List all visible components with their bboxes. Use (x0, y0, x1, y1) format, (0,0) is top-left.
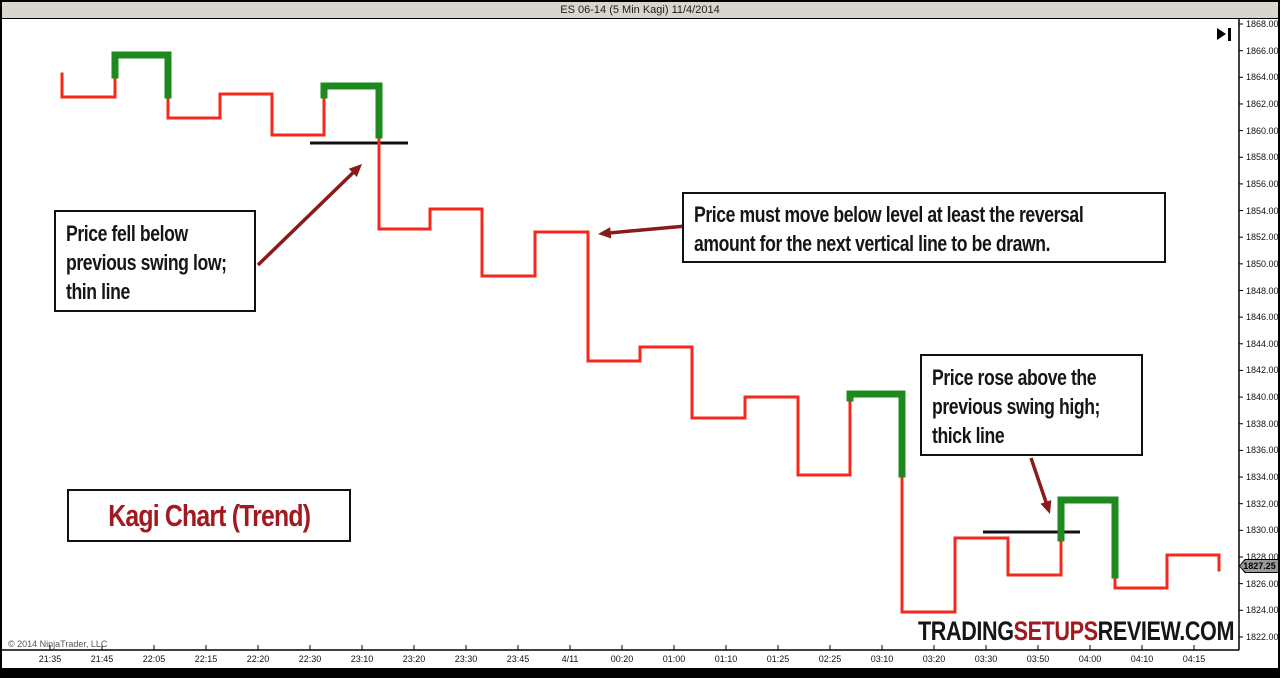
annotation-price-fell: Price fell below previous swing low; thi… (54, 210, 256, 312)
price-axis-label: 1862.00 (1246, 98, 1279, 109)
price-axis-label: 1850.00 (1246, 258, 1279, 269)
time-axis-label: 23:30 (454, 654, 478, 664)
price-axis-label: 1840.00 (1246, 392, 1279, 403)
time-axis-label: 23:45 (506, 654, 530, 664)
time-axis-label: 22:15 (194, 654, 218, 664)
time-axis-label: 23:20 (402, 654, 426, 664)
last-price-marker: 1827.25 (1239, 559, 1278, 573)
price-axis-label: 1832.00 (1246, 498, 1279, 509)
annotation-arrowhead (348, 164, 362, 178)
price-axis-label: 1864.00 (1246, 72, 1279, 83)
annotation-arrowhead (598, 227, 612, 239)
annotation-text-line: amount for the next vertical line to be … (694, 231, 1051, 256)
annotation-arrow (256, 167, 359, 267)
annotation-text-line: thick line (932, 423, 1005, 448)
bottom-black-bar (2, 668, 1278, 676)
watermark-review: REVIEW.COM (1097, 616, 1235, 646)
price-axis-label: 1842.00 (1246, 365, 1279, 376)
window-title: ES 06-14 (5 Min Kagi) 11/4/2014 (560, 4, 720, 16)
annotation-arrow (1029, 457, 1050, 508)
annotation-text-line: Price fell below (66, 221, 188, 246)
time-axis-label: 21:35 (38, 654, 62, 664)
price-axis-label: 1858.00 (1246, 152, 1279, 163)
watermark-setups: SETUPS (1013, 616, 1098, 646)
time-axis-label: 03:50 (1026, 654, 1050, 664)
end-bar-icon (1228, 28, 1231, 41)
time-axis-label: 01:25 (766, 654, 790, 664)
price-axis-label: 1868.00 (1246, 19, 1279, 29)
annotation-reversal-amount: Price must move below level at least the… (682, 192, 1166, 263)
go-to-end-icon[interactable] (1217, 28, 1235, 41)
price-axis-label: 1866.00 (1246, 45, 1279, 56)
price-axis-label: 1856.00 (1246, 178, 1279, 189)
price-axis-label: 1836.00 (1246, 445, 1279, 456)
annotation-arrowhead (1040, 500, 1052, 514)
annotation-text-line: previous swing high; (932, 394, 1101, 419)
price-axis-label: 1822.00 (1246, 631, 1279, 642)
time-axis-label: 04:10 (1130, 654, 1154, 664)
annotation-text-line: Price rose above the (932, 365, 1097, 390)
price-axis-label: 1852.00 (1246, 232, 1279, 243)
chart-label-box: Kagi Chart (Trend) (67, 489, 351, 542)
time-axis-label: 4/11 (561, 654, 579, 664)
time-axis-label: 03:10 (870, 654, 894, 664)
price-axis-label: 1844.00 (1246, 338, 1279, 349)
annotation-price-rose: Price rose above the previous swing high… (920, 354, 1143, 456)
play-triangle-icon (1217, 28, 1226, 40)
chart-label: Kagi Chart (Trend) (108, 497, 311, 533)
watermark-trading: TRADING (917, 616, 1014, 646)
price-axis-label: 1830.00 (1246, 525, 1279, 536)
last-price-value: 1827.25 (1240, 560, 1278, 572)
price-axis-label: 1824.00 (1246, 605, 1279, 616)
watermark: TRADINGSETUPSREVIEW.COM (918, 616, 1234, 647)
time-axis-label: 00:20 (610, 654, 634, 664)
time-axis-label: 03:30 (974, 654, 998, 664)
time-axis-label: 04:00 (1078, 654, 1102, 664)
title-bar: ES 06-14 (5 Min Kagi) 11/4/2014 (2, 2, 1278, 19)
price-axis-label: 1860.00 (1246, 125, 1279, 136)
copyright-notice: © 2014 NinjaTrader, LLC (8, 639, 108, 649)
time-axis-label: 01:00 (662, 654, 686, 664)
price-axis-label: 1848.00 (1246, 285, 1279, 296)
annotation-text-line: Price must move below level at least the… (694, 202, 1084, 227)
price-axis-label: 1828.00 (1246, 552, 1279, 562)
price-axis-label: 1834.00 (1246, 472, 1279, 483)
time-axis-label: 22:30 (298, 654, 322, 664)
time-axis-label: 04:15 (1182, 654, 1206, 664)
annotation-arrow (604, 224, 687, 236)
time-axis-label: 03:20 (922, 654, 946, 664)
price-axis-label: 1838.00 (1246, 418, 1279, 429)
time-axis-label: 01:10 (714, 654, 738, 664)
time-axis-label: 22:05 (142, 654, 166, 664)
time-axis-label: 22:20 (246, 654, 270, 664)
annotation-text-line: previous swing low; (66, 250, 227, 275)
time-axis-label: 21:45 (90, 654, 114, 664)
annotation-text-line: thin line (66, 279, 130, 304)
price-axis-label: 1846.00 (1246, 312, 1279, 323)
time-axis-label: 23:10 (350, 654, 374, 664)
time-axis-label: 02:25 (818, 654, 842, 664)
price-axis-label: 1826.00 (1246, 578, 1279, 589)
price-axis-label: 1854.00 (1246, 205, 1279, 216)
